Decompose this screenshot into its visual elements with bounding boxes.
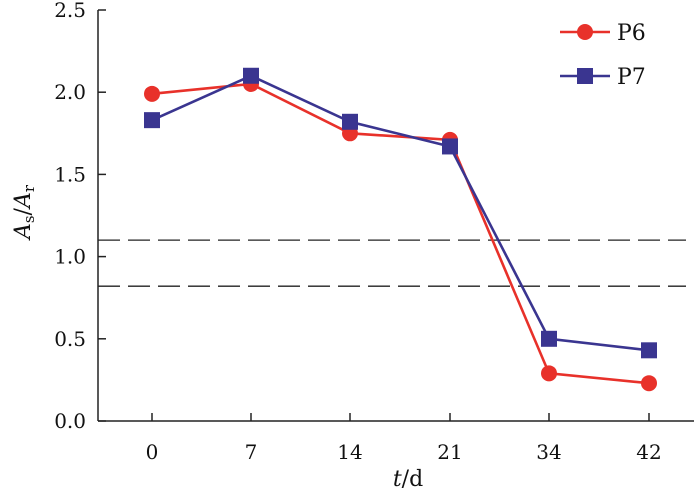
- data-point-p7: [442, 138, 458, 155]
- y-tick-label: 2.5: [54, 0, 86, 22]
- x-tick-label: 34: [536, 440, 561, 464]
- series-group: [144, 67, 657, 392]
- x-tick-label: 7: [245, 440, 258, 464]
- y-tick-label: 1.0: [54, 245, 86, 269]
- x-tick-label: 42: [636, 440, 661, 464]
- y-axis-title: As/Ar: [11, 184, 38, 241]
- data-point-p6: [144, 85, 160, 102]
- x-tick-label: 21: [437, 440, 462, 464]
- x-axis-title: t/d: [393, 467, 423, 492]
- data-point-p7: [641, 342, 657, 359]
- axes: 0.0 0.5 1.0 1.5 2.0 2.5 0 7 14 21 34 42: [54, 0, 694, 464]
- data-point-p6: [641, 375, 657, 392]
- y-tick-label: 1.5: [54, 162, 86, 186]
- series-line-p7: [151, 74, 650, 352]
- y-tick-label: 2.0: [54, 80, 86, 104]
- y-tick-label: 0.5: [54, 327, 86, 351]
- data-point-p7: [144, 112, 160, 129]
- x-tick-label: 14: [337, 440, 362, 464]
- legend-marker-p6: [577, 24, 593, 40]
- y-tick-label: 0.0: [54, 409, 86, 433]
- legend-marker-p7: [577, 68, 593, 84]
- reference-lines: [98, 239, 686, 287]
- data-point-p7: [342, 113, 358, 130]
- series-line-p6: [151, 82, 650, 385]
- data-point-p7: [243, 67, 259, 84]
- data-point-p7: [541, 330, 557, 347]
- data-point-p6: [541, 365, 557, 382]
- legend-label-p7: P7: [617, 65, 646, 90]
- x-tick-label: 0: [146, 440, 159, 464]
- legend-label-p6: P6: [617, 21, 646, 46]
- legend: P6 P7: [560, 21, 646, 90]
